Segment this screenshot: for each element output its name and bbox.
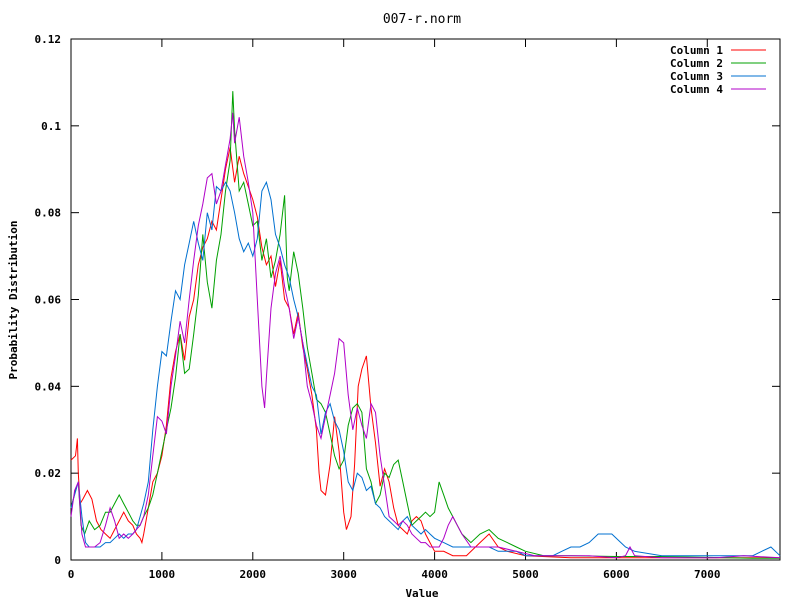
series-lines — [70, 91, 781, 559]
y-axis-label: Probability Distribution — [7, 221, 20, 380]
series-line-column-1 — [70, 147, 780, 559]
y-tick-label: 0.06 — [35, 294, 62, 307]
legend-label: Column 1 — [670, 44, 723, 57]
y-tick-label: 0 — [54, 554, 61, 567]
y-tick-label: 0.04 — [35, 380, 62, 393]
x-tick-label: 2000 — [240, 568, 267, 581]
plot-frame — [70, 38, 781, 561]
axes: 0 0.02 0.04 0.06 0.08 0.1 0.12 0 1000 2000 3000 400… — [35, 33, 781, 581]
y-tick-label: 0.1 — [41, 120, 61, 133]
x-tick-label: 0 — [68, 568, 75, 581]
y-tick-label: 0.12 — [35, 33, 62, 46]
x-tick-label: 7000 — [694, 568, 721, 581]
legend-label: Column 2 — [670, 57, 723, 70]
series-line-column-3 — [70, 180, 781, 557]
x-tick-label: 1000 — [149, 568, 176, 581]
x-tick-label: 5000 — [512, 568, 539, 581]
x-axis-label: Value — [405, 587, 438, 600]
legend-label: Column 3 — [670, 70, 723, 83]
x-tick-label: 3000 — [330, 568, 357, 581]
y-tick-label: 0.02 — [35, 467, 62, 480]
chart-title: 007-r.norm — [383, 12, 461, 27]
y-tick-label: 0.08 — [35, 207, 62, 220]
legend-label: Column 4 — [670, 83, 723, 96]
x-tick-label: 4000 — [421, 568, 448, 581]
series-line-column-4 — [70, 112, 781, 559]
series-line-column-2 — [70, 91, 780, 559]
x-tick-label: 6000 — [603, 568, 630, 581]
